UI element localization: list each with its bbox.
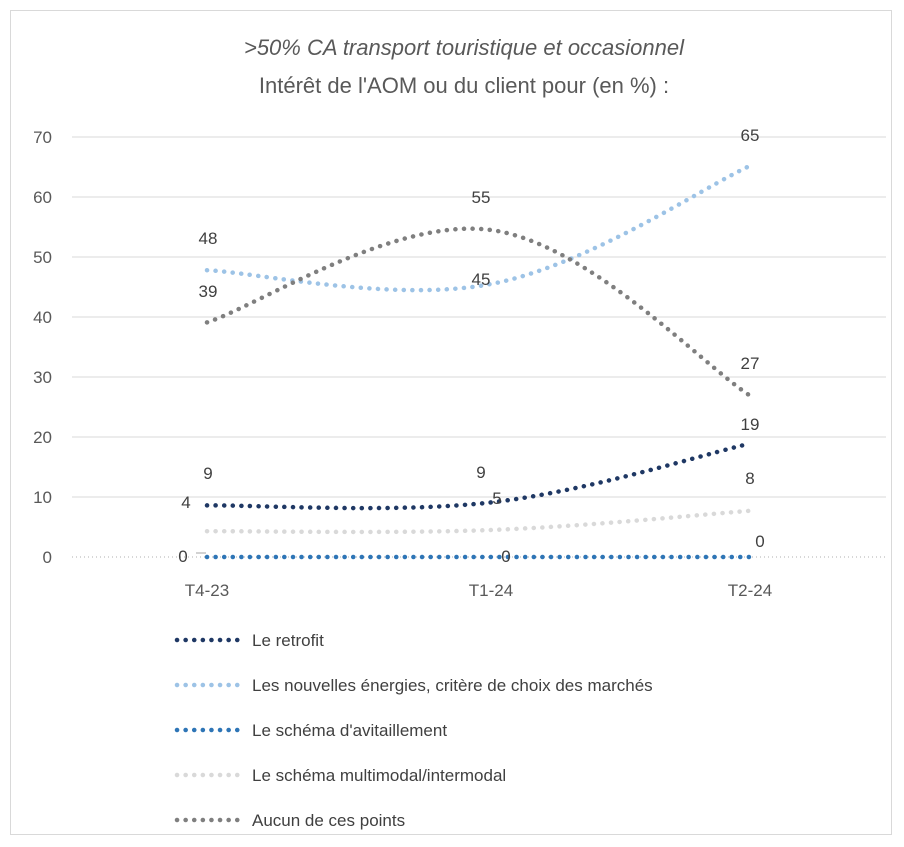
data-label: 19 xyxy=(741,415,760,434)
data-label: 45 xyxy=(472,270,491,289)
data-label: 5 xyxy=(492,489,501,508)
y-tick-label: 70 xyxy=(33,128,52,147)
legend-label: Le schéma multimodal/intermodal xyxy=(252,766,506,785)
y-tick-label: 20 xyxy=(33,428,52,447)
data-label: 65 xyxy=(741,126,760,145)
data-label: 55 xyxy=(472,188,491,207)
series-lines xyxy=(204,163,753,560)
chart-title-line2: Intérêt de l'AOM ou du client pour (en %… xyxy=(259,73,669,98)
y-tick-label: 60 xyxy=(33,188,52,207)
data-label: 48 xyxy=(199,229,218,248)
data-label: 0 xyxy=(501,547,510,566)
y-tick-label: 0 xyxy=(43,548,52,567)
x-tick-label: T2-24 xyxy=(728,581,772,600)
series-line-0 xyxy=(204,441,753,511)
y-tick-label: 30 xyxy=(33,368,52,387)
legend-label: Le schéma d'avitaillement xyxy=(252,721,447,740)
x-tick-label: T4-23 xyxy=(185,581,229,600)
legend-label: Aucun de ces points xyxy=(252,811,405,830)
x-tick-label: T1-24 xyxy=(469,581,513,600)
series-line-1 xyxy=(204,163,753,293)
data-label: 0 xyxy=(755,532,764,551)
x-axis-ticks: T4-23 T1-24 T2-24 xyxy=(185,581,772,600)
legend: Le retrofit Les nouvelles énergies, critè… xyxy=(174,631,653,830)
chart-frame xyxy=(10,10,892,835)
data-label: 39 xyxy=(199,282,218,301)
data-label: 8 xyxy=(745,469,754,488)
y-tick-label: 50 xyxy=(33,248,52,267)
legend-label: Le retrofit xyxy=(252,631,324,650)
chart-title-line1: >50% CA transport touristique et occasio… xyxy=(244,35,685,60)
grid-lines xyxy=(72,136,886,558)
data-label: 9 xyxy=(203,464,212,483)
legend-label: Les nouvelles énergies, critère de choix… xyxy=(252,676,653,695)
data-label: 27 xyxy=(741,354,760,373)
data-label: 4 xyxy=(181,493,190,512)
data-label: 9 xyxy=(476,463,485,482)
data-label: 0 xyxy=(178,547,187,566)
series-line-3 xyxy=(204,508,753,535)
y-tick-label: 40 xyxy=(33,308,52,327)
series-line-4 xyxy=(204,226,753,398)
y-axis-ticks: 0 10 20 30 40 50 60 70 xyxy=(33,128,52,567)
y-tick-label: 10 xyxy=(33,488,52,507)
